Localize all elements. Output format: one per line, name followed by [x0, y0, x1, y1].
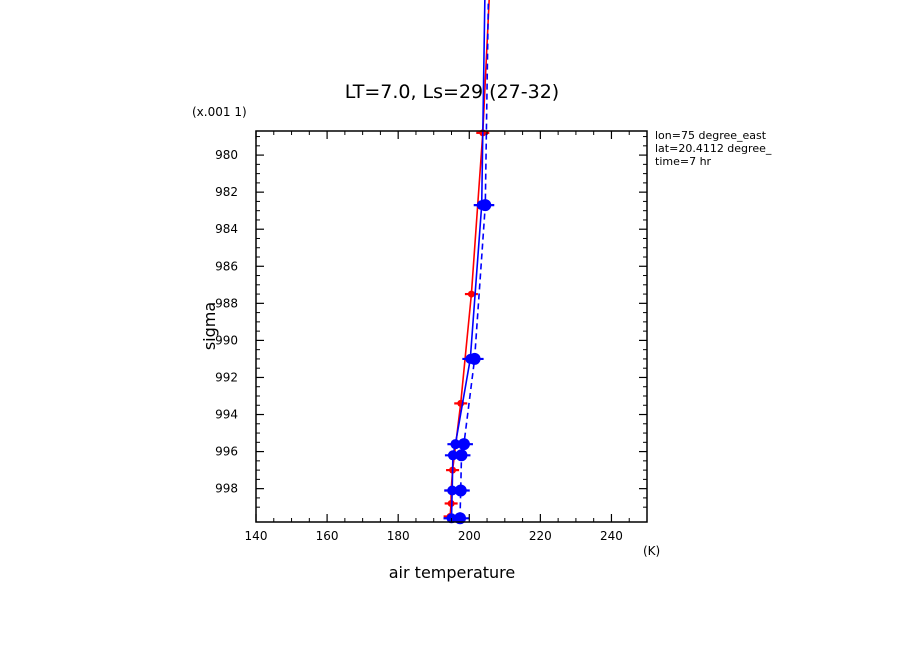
annotation-lat: lat=20.4112 degree_ — [655, 142, 772, 155]
y-scale-label: (x.001 1) — [192, 105, 247, 119]
x-tick-label: 220 — [529, 529, 552, 543]
x-unit-label: (K) — [643, 544, 660, 558]
tick-layer: 140 160 180 200 220 240 980 982 984 986 988 990 992 9… — [215, 131, 648, 543]
plot-frame — [255, 130, 648, 523]
y-tick-label: 982 — [215, 185, 238, 199]
x-tick-label: 180 — [387, 529, 410, 543]
y-tick-label: 996 — [215, 445, 238, 459]
series-layer — [443, 0, 495, 525]
y-tick-label: 994 — [215, 408, 238, 422]
x-axis-label: air temperature — [389, 563, 515, 582]
x-tick-label: 140 — [245, 529, 268, 543]
x-tick-label: 240 — [600, 529, 623, 543]
y-tick-label: 980 — [215, 148, 238, 162]
x-tick-label: 200 — [458, 529, 481, 543]
y-tick-label: 984 — [215, 222, 238, 236]
y-tick-label: 986 — [215, 259, 238, 273]
y-tick-label: 998 — [215, 482, 238, 496]
y-axis-label: sigma — [200, 302, 219, 350]
y-tick-label: 992 — [215, 370, 238, 384]
y-tick-label: 990 — [215, 333, 238, 347]
x-tick-label: 160 — [316, 529, 339, 543]
annotation-lon: lon=75 degree_east — [655, 129, 767, 142]
y-tick-label: 988 — [215, 296, 238, 310]
annotation-time: time=7 hr — [655, 155, 712, 168]
chart-title: LT=7.0, Ls=29 (27-32) — [345, 81, 559, 103]
